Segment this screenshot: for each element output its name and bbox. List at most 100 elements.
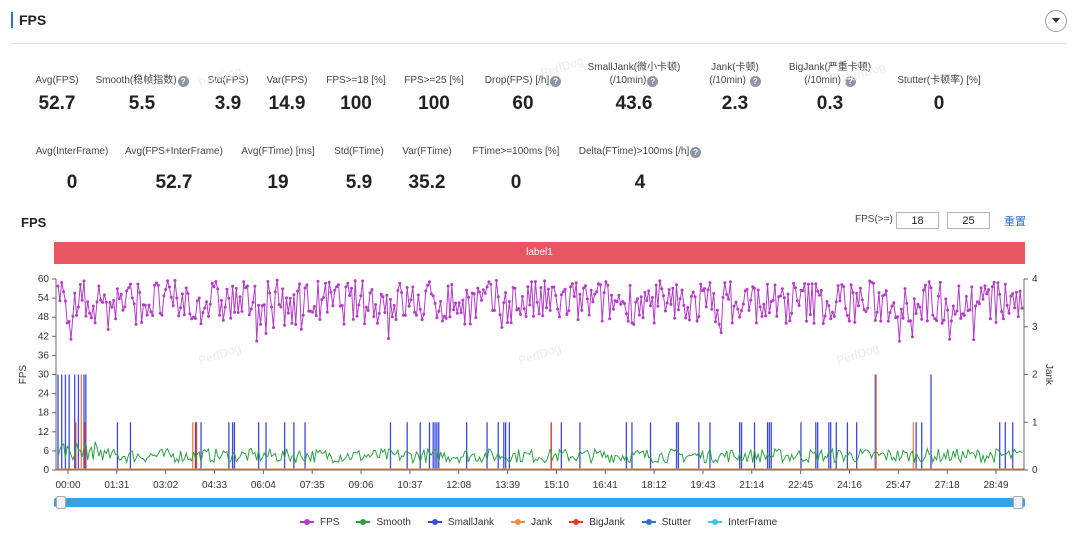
fps-point	[344, 285, 348, 289]
help-icon[interactable]: ?	[844, 76, 856, 87]
metric-label: Avg(InterFrame)	[35, 146, 109, 157]
help-icon[interactable]: ?	[690, 147, 702, 158]
fps-threshold-input-1[interactable]	[896, 212, 939, 229]
metric-value: 0.3	[816, 93, 844, 114]
metric-label: SmallJank(微小卡顿)	[587, 62, 681, 73]
time-range-slider[interactable]	[54, 496, 1025, 509]
fps-point	[779, 294, 782, 298]
legend-item-stutter[interactable]: Stutter	[641, 515, 691, 529]
legend-swatch	[427, 519, 442, 525]
fps-point	[299, 327, 303, 331]
fps-point	[225, 287, 229, 291]
fps-point	[658, 279, 662, 283]
fps-point	[617, 293, 621, 297]
reset-button[interactable]: 重置	[1004, 216, 1026, 228]
fps-point	[342, 322, 346, 326]
fps-point	[585, 297, 589, 301]
fps-point	[580, 308, 584, 312]
help-icon[interactable]: ?	[647, 76, 659, 87]
fps-point	[433, 301, 437, 305]
x-tick-label: 10:37	[397, 480, 422, 491]
help-icon[interactable]: ?	[177, 76, 189, 87]
fps-point	[216, 287, 220, 291]
metric-stutter: Stutter(卡顿率) [%] 0	[892, 74, 986, 115]
fps-threshold-input-2[interactable]	[947, 212, 990, 229]
fps-point	[721, 296, 725, 299]
fps-point	[119, 292, 123, 296]
fps-point	[871, 281, 875, 285]
legend-item-smalljank[interactable]: SmallJank	[427, 515, 495, 529]
fps-point	[80, 298, 84, 302]
help-icon[interactable]: ?	[550, 76, 562, 87]
fps-point	[350, 286, 353, 290]
metric-value: 14.9	[268, 93, 306, 114]
fps-point	[441, 319, 444, 323]
legend-label: SmallJank	[447, 516, 495, 528]
y-tick-label-right: 1	[1032, 417, 1038, 428]
metric-avg-interframe: Avg(InterFrame) 0	[30, 145, 114, 194]
fps-point	[392, 304, 396, 307]
fps-point	[292, 293, 296, 297]
collapse-button[interactable]	[1045, 10, 1067, 32]
fps-point	[415, 313, 418, 317]
metric-value: 52.7	[38, 93, 76, 114]
slider-handle-left[interactable]	[56, 496, 66, 509]
fps-point	[104, 300, 108, 304]
fps-point	[428, 280, 431, 284]
metric-label: Jank(卡顿)	[711, 62, 759, 73]
slider-handle-right[interactable]	[1013, 496, 1023, 509]
x-tick-label: 22:45	[788, 480, 813, 491]
legend-dot	[304, 519, 310, 525]
fps-point	[340, 304, 344, 307]
legend-item-bigjank[interactable]: BigJank	[569, 515, 625, 529]
help-icon[interactable]: ?	[749, 76, 761, 87]
fps-point	[359, 294, 363, 298]
fps-point	[567, 309, 571, 313]
fps-point	[604, 280, 608, 284]
fps-point	[964, 295, 968, 298]
y-tick-label-left: 0	[43, 465, 49, 476]
fps-point	[910, 335, 914, 339]
fps-point	[951, 304, 955, 308]
legend-item-jank[interactable]: Jank	[511, 515, 552, 529]
label-band[interactable]: label1	[54, 242, 1025, 264]
fps-point	[324, 281, 327, 285]
fps-point	[411, 285, 415, 289]
fps-point	[727, 297, 730, 301]
y-tick-label-left: 24	[38, 389, 50, 400]
legend-item-smooth[interactable]: Smooth	[356, 515, 411, 529]
fps-point	[188, 312, 192, 316]
fps-point	[788, 319, 792, 323]
fps-point	[132, 302, 136, 306]
fps-point	[741, 302, 745, 306]
fps-point	[493, 308, 496, 312]
fps-point	[305, 283, 309, 287]
fps-point	[682, 303, 686, 307]
fps-point	[946, 308, 950, 312]
fps-point	[270, 305, 274, 309]
fps-point	[754, 321, 758, 325]
fps-point	[498, 313, 502, 317]
fps-point	[587, 313, 591, 317]
fps-point	[348, 294, 352, 297]
fps-point	[149, 310, 153, 314]
x-tick-label: 06:04	[251, 480, 276, 491]
legend-item-interframe[interactable]: InterFrame	[708, 515, 777, 529]
fps-point	[390, 315, 394, 319]
panel-header: FPS	[0, 0, 1080, 44]
series-layer	[56, 278, 1024, 470]
fps-point	[179, 306, 183, 310]
fps-point	[901, 316, 905, 320]
fps-point	[736, 307, 740, 311]
legend-dot	[360, 519, 367, 525]
legend-dot	[573, 519, 580, 525]
legend-item-fps[interactable]: FPS	[300, 515, 339, 529]
slider-track[interactable]	[54, 498, 1025, 507]
fps-point	[374, 303, 378, 307]
fps-point	[715, 308, 719, 312]
fps-point	[173, 279, 177, 282]
fps-point	[524, 315, 528, 319]
fps-point	[548, 308, 552, 312]
fps-point	[600, 319, 604, 323]
